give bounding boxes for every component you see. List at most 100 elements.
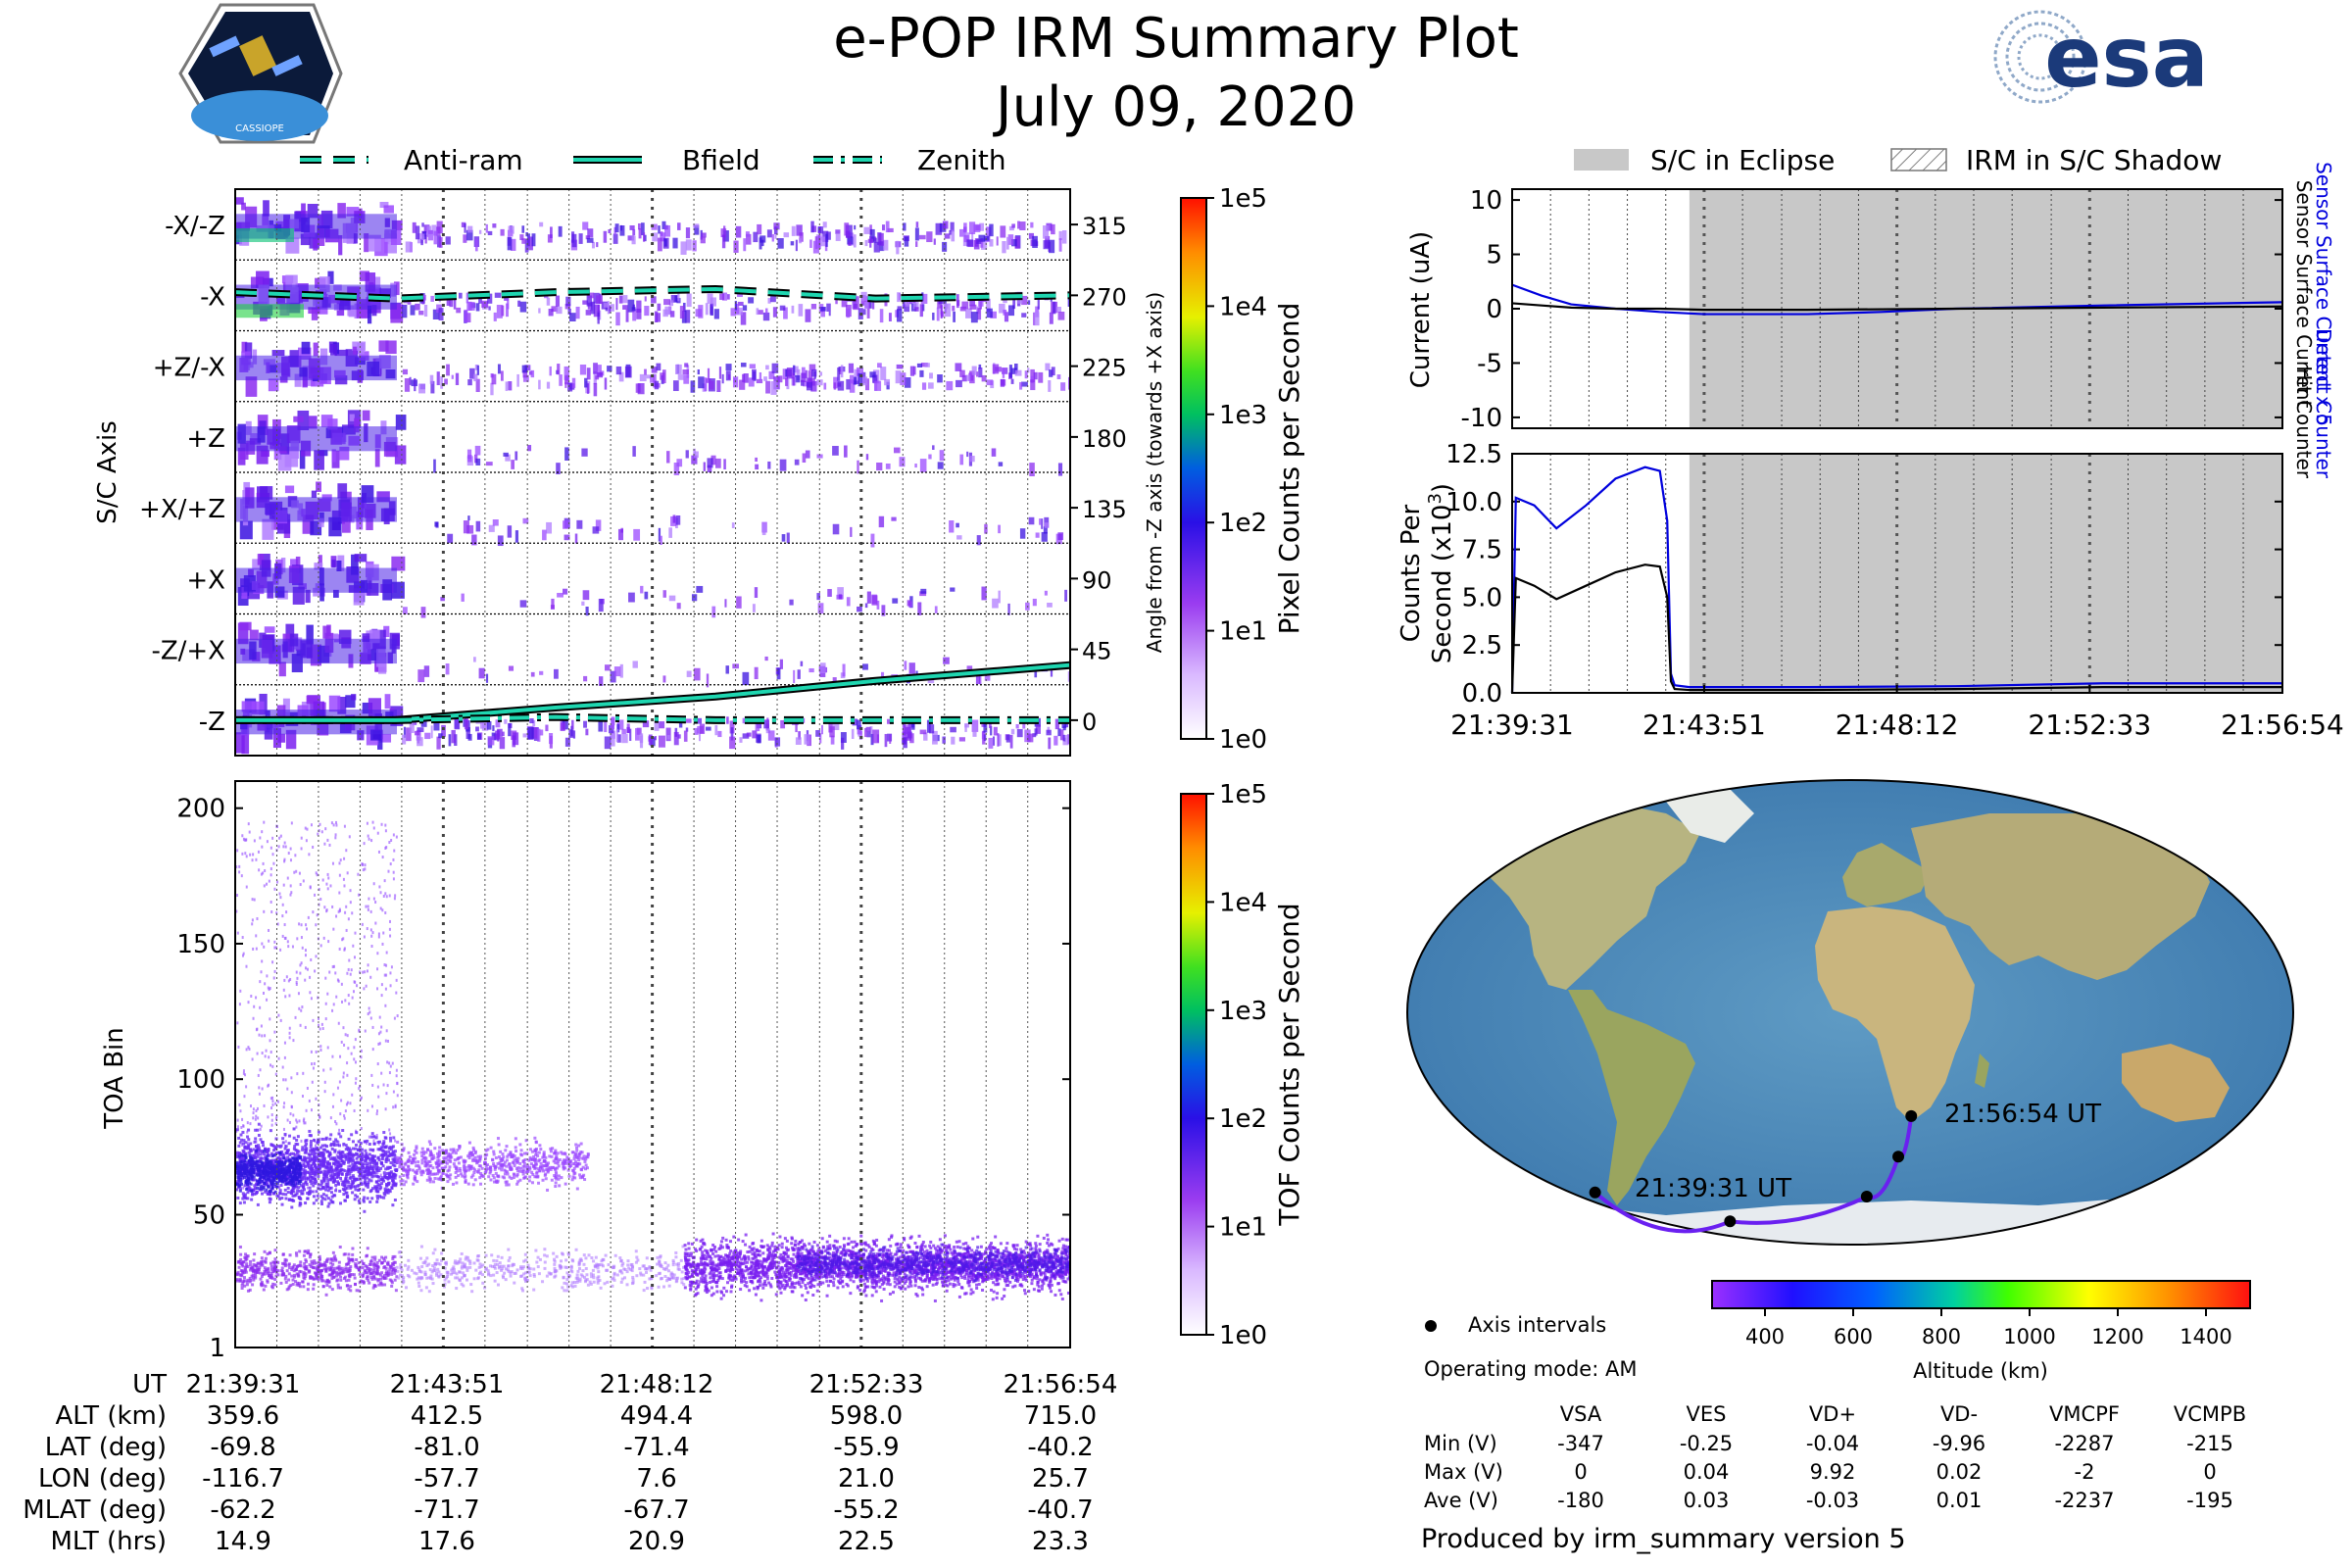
- toa-heat-cell: [529, 1157, 533, 1161]
- angle-heat-cell: [918, 234, 926, 240]
- toa-heat-cell: [498, 1160, 502, 1164]
- toa-heat-cell: [340, 1172, 344, 1176]
- angle-heat-cell: [873, 241, 880, 253]
- angle-heat-cell: [725, 364, 732, 370]
- toa-heat-cell: [356, 1160, 360, 1164]
- angle-heat-cell: [950, 221, 955, 232]
- toa-heat-cell: [331, 965, 334, 969]
- toa-heat-cell: [325, 1185, 329, 1189]
- angle-heat-cell: [467, 379, 472, 386]
- angle-heat-cell: [1067, 296, 1070, 307]
- angle-heat-cell: [405, 241, 412, 253]
- angle-heat-cell: [860, 291, 867, 301]
- angle-heat-cell: [467, 225, 473, 233]
- angle-heat-cell: [838, 368, 843, 375]
- toa-heat-cell: [295, 1173, 299, 1177]
- toa-heat-cell: [461, 1174, 465, 1178]
- angle-heat-cell: [475, 303, 480, 312]
- toa-heat-cell: [484, 1149, 488, 1152]
- angle-heat-cell: [786, 378, 790, 390]
- angle-heat-cell: [846, 597, 851, 607]
- toa-heat-cell: [305, 923, 308, 927]
- toa-heat-cell: [363, 1181, 367, 1185]
- toa-heat-cell: [304, 949, 307, 953]
- toa-heat-cell: [429, 1153, 433, 1157]
- angle-heat-band: [235, 355, 397, 381]
- angle-heat-cell: [514, 451, 518, 461]
- angle-heat-cell: [1054, 718, 1059, 730]
- toa-heat-cell: [340, 1179, 343, 1183]
- toa-heat-cell: [352, 1185, 356, 1189]
- toa-heat-cell: [372, 1142, 376, 1146]
- angle-heat-cell: [1009, 734, 1013, 749]
- toa-heat-cell: [275, 1185, 279, 1189]
- toa-heat-cell: [398, 1165, 402, 1169]
- toa-heat-cell: [275, 1170, 279, 1174]
- toa-heat-cell: [513, 1154, 516, 1158]
- angle-heat-cell: [800, 379, 805, 386]
- toa-heat-cell: [393, 897, 396, 901]
- toa-heat-cell: [310, 823, 313, 827]
- angle-heat-cell: [1011, 223, 1015, 228]
- angle-heat-cell: [550, 226, 553, 239]
- angle-heat-cell: [639, 733, 644, 744]
- toa-heat-cell: [309, 1134, 313, 1138]
- toa-heat-cell: [298, 1006, 301, 1010]
- toa-heat-cell: [313, 1155, 317, 1159]
- toa-heat-cell: [492, 1176, 496, 1180]
- angle-heat-cell: [550, 605, 555, 610]
- angle-heat-cell: [527, 445, 532, 452]
- toa-heat-cell: [238, 864, 241, 868]
- toa-heat-cell: [544, 1168, 548, 1172]
- toa-heat-cell: [275, 1194, 279, 1198]
- toa-heat-cell: [310, 1148, 314, 1152]
- angle-heat-cell: [818, 236, 822, 250]
- toa-heat-cell: [276, 1144, 280, 1148]
- toa-heat-cell: [555, 1174, 559, 1178]
- toa-heat-cell: [384, 1004, 387, 1007]
- angle-heat-cell: [244, 342, 253, 359]
- toa-heat-cell: [329, 1191, 333, 1195]
- toa-heat-cell: [268, 1055, 270, 1059]
- toa-heat-cell: [295, 1125, 298, 1129]
- toa-heat-cell: [414, 1149, 417, 1152]
- toa-heat-cell: [266, 998, 269, 1002]
- angle-heat-cell: [615, 298, 618, 311]
- angle-heat-cell: [975, 675, 981, 684]
- toa-heat-cell: [369, 1135, 373, 1139]
- angle-heat-cell: [866, 591, 871, 604]
- toa-heat-cell: [261, 1151, 265, 1154]
- angle-heat-cell: [972, 725, 977, 737]
- toa-heat-cell: [340, 1159, 344, 1163]
- toa-heat-cell: [377, 850, 380, 854]
- angle-heat-cell: [474, 365, 478, 370]
- toa-heat-cell: [259, 1173, 263, 1177]
- angle-heat-cell: [668, 527, 672, 538]
- angle-heat-cell: [427, 229, 433, 234]
- toa-heat-cell: [420, 1147, 424, 1151]
- toa-heat-cell: [375, 1133, 378, 1137]
- toa-heat-cell: [334, 971, 337, 975]
- toa-heat-cell: [577, 1155, 581, 1159]
- angle-heat-cell: [766, 229, 772, 238]
- angle-heat-cell: [698, 305, 704, 318]
- toa-heat-cell: [243, 1095, 246, 1099]
- toa-heat-cell: [314, 893, 317, 897]
- toa-heat-cell: [503, 1172, 507, 1176]
- angle-heat-cell: [914, 227, 919, 241]
- angle-heat-cell: [466, 449, 472, 460]
- toa-heat-cell: [393, 1150, 397, 1153]
- angle-heat-cell: [759, 237, 762, 250]
- toa-heat-cell: [346, 1101, 349, 1104]
- toa-heat-cell: [383, 963, 386, 967]
- toa-heat-cell: [502, 1155, 506, 1159]
- angle-heat-cell: [896, 309, 903, 322]
- toa-heat-cell: [375, 1190, 379, 1194]
- toa-heat-cell: [537, 1159, 541, 1163]
- toa-heat-cell: [255, 1108, 258, 1112]
- toa-heat-cell: [257, 1170, 261, 1174]
- toa-heat-cell: [396, 1140, 400, 1144]
- toa-heat-cell: [260, 970, 263, 974]
- toa-heat-cell: [267, 1115, 270, 1119]
